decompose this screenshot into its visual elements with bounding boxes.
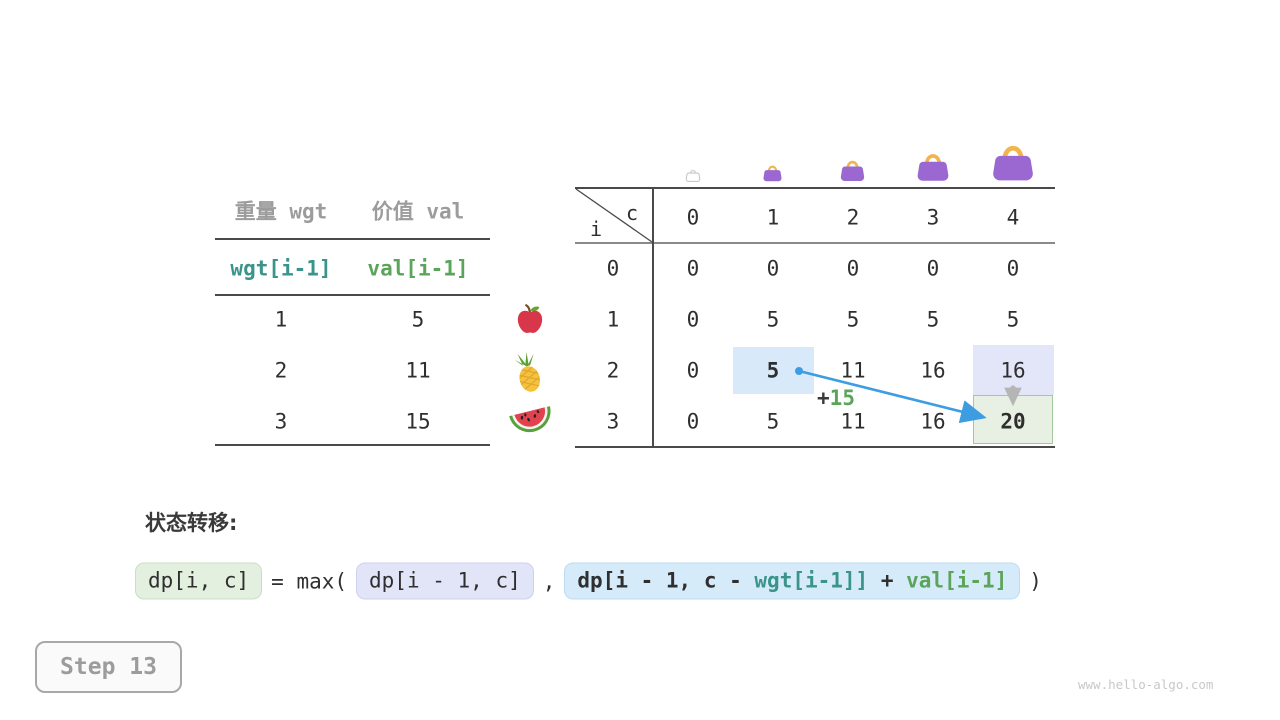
- pineapple-icon: [514, 352, 543, 394]
- item-table-val-var: val[i-1]: [367, 256, 469, 281]
- state-transition-formula: dp[i, c] = max( dp[i - 1, c] , dp[i - 1,…: [135, 562, 1042, 600]
- watermelon-icon: [509, 406, 551, 433]
- dp-col-header: 4: [1006, 205, 1020, 230]
- formula-lhs-box: dp[i, c]: [135, 562, 263, 600]
- item-table-top-rule: [215, 238, 490, 240]
- item-table-weight-header: 重量 wgt: [234, 199, 328, 224]
- formula-arg1-box: dp[i - 1, c]: [356, 562, 534, 600]
- item-value-cell: 5: [411, 307, 425, 332]
- bag-capacity-4-icon: [993, 145, 1033, 181]
- step-badge: Step 13: [35, 641, 182, 693]
- dp-cell: 0: [686, 409, 700, 434]
- dp-row-label: 3: [606, 409, 620, 434]
- dp-cell: 0: [1006, 256, 1020, 281]
- item-weight-cell: 1: [274, 307, 288, 332]
- formula-arg2-box: dp[i - 1, c - wgt[i-1]] + val[i-1]: [564, 562, 1021, 600]
- transition-value-annotation: +15: [817, 386, 855, 410]
- added-value: 15: [829, 386, 855, 410]
- state-transition-heading: 状态转移:: [145, 511, 238, 535]
- formula-arg2-plus: +: [868, 568, 907, 593]
- dp-corner-row-var: i: [589, 217, 603, 241]
- bag-capacity-1-icon: [763, 165, 782, 182]
- item-table-bottom-rule: [215, 444, 490, 446]
- item-table-mid-rule: [215, 294, 490, 296]
- dp-col-header: 0: [686, 205, 700, 230]
- item-value-cell: 11: [405, 358, 431, 383]
- item-table-wgt-var: wgt[i-1]: [230, 256, 332, 281]
- bag-capacity-3-icon: [917, 154, 949, 181]
- dp-col-header: 3: [926, 205, 940, 230]
- dp-cell: 5: [846, 307, 860, 332]
- dp-cell: 5: [1006, 307, 1020, 332]
- apple-icon: [517, 304, 543, 333]
- bag-capacity-2-icon: [840, 160, 865, 181]
- dp-cell-current: 20: [1000, 409, 1026, 434]
- plus-sign: +: [817, 386, 830, 410]
- dp-cell: 11: [840, 409, 866, 434]
- item-table-value-header: 价值 val: [371, 199, 465, 224]
- dp-corner-col-var: c: [625, 201, 639, 225]
- dp-row-label: 1: [606, 307, 620, 332]
- item-weight-cell: 2: [274, 358, 288, 383]
- dp-cell: 16: [920, 358, 946, 383]
- dp-cell-source: 5: [766, 358, 780, 383]
- watermark: www.hello-algo.com: [1078, 677, 1214, 692]
- dp-table-vertical-rule: [652, 187, 654, 448]
- item-weight-cell: 3: [274, 409, 288, 434]
- formula-arg2-wgt: wgt[i-1]]: [754, 568, 869, 593]
- formula-separator: ,: [542, 569, 556, 593]
- dp-cell: 0: [686, 256, 700, 281]
- dp-row-label: 0: [606, 256, 620, 281]
- item-value-cell: 15: [405, 409, 431, 434]
- dp-cell: 0: [926, 256, 940, 281]
- bag-capacity-0-icon: [685, 169, 701, 182]
- dp-cell-compare: 16: [1000, 358, 1026, 383]
- dp-cell: 0: [846, 256, 860, 281]
- dp-cell: 0: [766, 256, 780, 281]
- dp-col-header: 1: [766, 205, 780, 230]
- dp-cell: 5: [766, 307, 780, 332]
- dp-cell: 0: [686, 358, 700, 383]
- formula-close-paren: ): [1029, 569, 1042, 593]
- dp-corner-diagonal: [575, 188, 653, 243]
- formula-operator: = max(: [271, 569, 348, 593]
- dp-cell: 5: [766, 409, 780, 434]
- dp-table-top-rule: [575, 187, 1055, 189]
- dp-row-label: 2: [606, 358, 620, 383]
- formula-arg2-val: val[i-1]: [906, 568, 1008, 593]
- dp-table-bottom-rule: [575, 446, 1055, 448]
- formula-arg2-prefix: dp[i - 1, c -: [577, 568, 755, 593]
- dp-cell: 5: [926, 307, 940, 332]
- dp-cell: 16: [920, 409, 946, 434]
- dp-cell: 11: [840, 358, 866, 383]
- dp-cell: 0: [686, 307, 700, 332]
- dp-col-header: 2: [846, 205, 860, 230]
- dp-table-header-rule: [575, 242, 1055, 244]
